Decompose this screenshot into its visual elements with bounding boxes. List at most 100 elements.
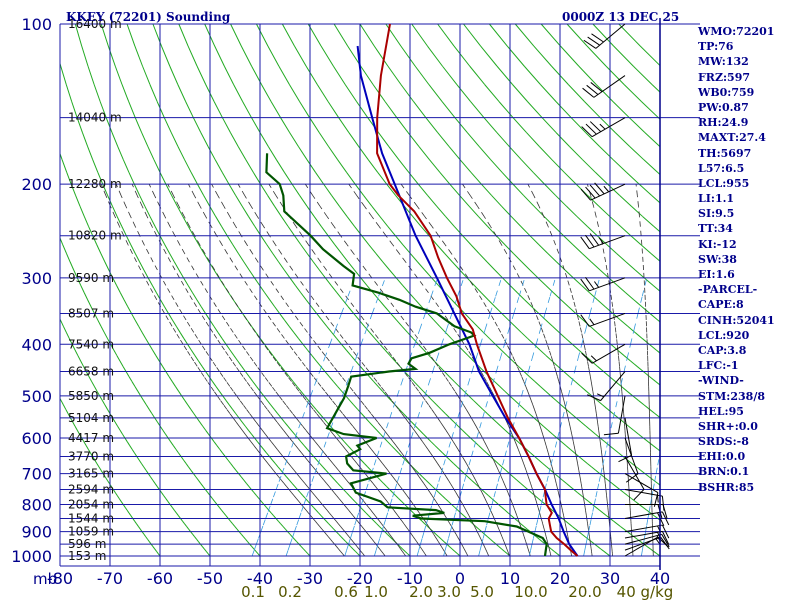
dry-adiabat-line <box>196 417 201 423</box>
moist-adiabat-line <box>339 441 343 446</box>
dry-adiabat-line <box>266 244 274 254</box>
dry-adiabat-line <box>193 413 198 419</box>
moist-adiabat-line <box>564 523 567 527</box>
moist-adiabat-line <box>148 183 155 196</box>
dry-adiabat-line <box>196 65 207 85</box>
dry-adiabat-line <box>119 360 124 367</box>
moist-adiabat-line <box>432 456 436 461</box>
dry-adiabat-line <box>534 381 541 387</box>
mixing-ratio-line <box>637 296 643 314</box>
dry-adiabat-line <box>486 452 491 457</box>
mixing-ratio-line <box>559 417 564 429</box>
dry-adiabat-line <box>180 456 184 461</box>
dry-adiabat-line <box>584 536 589 540</box>
dry-adiabat-line <box>419 429 424 435</box>
moist-adiabat-line <box>280 479 285 484</box>
moist-adiabat-line <box>589 376 592 382</box>
moist-adiabat-line <box>264 376 269 382</box>
moist-adiabat-line <box>591 386 594 392</box>
moist-adiabat-line <box>260 371 265 377</box>
moist-adiabat-line <box>486 381 490 387</box>
moist-adiabat-line <box>518 521 521 524</box>
dry-adiabat-line <box>542 425 549 431</box>
mixing-ratio-line <box>317 456 322 466</box>
dry-adiabat-line <box>327 101 340 118</box>
dry-adiabat-line <box>300 244 308 254</box>
moist-adiabat-line <box>127 244 133 254</box>
moist-adiabat-line <box>224 349 229 356</box>
moist-adiabat-line <box>399 486 403 490</box>
moist-adiabat-line <box>220 344 225 351</box>
dry-adiabat-line <box>417 183 428 196</box>
mixing-ratio-line <box>506 437 511 448</box>
dry-adiabat-line <box>376 476 381 481</box>
dry-adiabat-line <box>304 395 309 401</box>
dry-adiabat-line <box>550 548 555 552</box>
mixing-ratio-line <box>594 277 601 297</box>
temperature-tick-label: -30 <box>297 569 323 588</box>
dry-adiabat-line <box>105 117 113 133</box>
moist-adiabat-line <box>469 195 478 207</box>
dry-adiabat-line <box>478 253 488 263</box>
moist-adiabat-line <box>143 244 150 254</box>
dry-adiabat-line <box>581 285 590 294</box>
dry-adiabat-line <box>171 381 176 387</box>
dry-adiabat-line <box>338 533 342 538</box>
moist-adiabat-line <box>291 381 296 387</box>
moist-adiabat-line <box>551 466 554 471</box>
dry-adiabat-line <box>498 546 503 550</box>
dry-adiabat-line <box>439 325 446 333</box>
dry-adiabat-line <box>418 146 430 161</box>
moist-adiabat-line <box>426 523 429 527</box>
dry-adiabat-line <box>487 536 491 540</box>
moist-adiabat-line <box>270 466 274 471</box>
dry-adiabat-line <box>213 101 223 118</box>
dry-adiabat-line <box>618 452 624 457</box>
dry-adiabat-line <box>476 325 484 333</box>
moist-adiabat-line <box>325 533 329 537</box>
moist-adiabat-line <box>467 277 474 286</box>
chart-title: KKEY (72201) Sounding <box>66 10 231 24</box>
moist-adiabat-line <box>280 253 288 263</box>
dry-adiabat-line <box>234 526 238 530</box>
dry-adiabat-line <box>165 498 169 502</box>
moist-adiabat-line <box>521 376 525 382</box>
moist-adiabat-line <box>270 441 275 446</box>
dry-adiabat-line <box>302 343 308 351</box>
moist-adiabat-line <box>365 269 373 279</box>
moist-adiabat-line <box>293 313 299 321</box>
mixing-ratio-line <box>400 371 406 385</box>
moist-adiabat-line <box>411 269 418 279</box>
dry-adiabat-line <box>521 159 534 173</box>
dry-adiabat-line <box>618 23 641 47</box>
dry-adiabat-line <box>184 400 189 406</box>
moist-adiabat-line <box>384 466 389 471</box>
dry-adiabat-line <box>279 313 285 321</box>
moist-adiabat-line <box>350 538 354 542</box>
dry-adiabat-line <box>436 205 446 217</box>
moist-adiabat-line <box>288 344 294 351</box>
mixing-ratio-line <box>291 437 296 448</box>
dry-adiabat-line <box>599 269 610 279</box>
dry-adiabat-line <box>375 253 384 263</box>
dry-adiabat-line <box>477 404 484 410</box>
moist-adiabat-line <box>498 470 501 474</box>
dry-adiabat-line <box>539 386 546 392</box>
moist-adiabat-line <box>136 261 142 271</box>
moist-adiabat-line <box>408 195 418 207</box>
dry-adiabat-line <box>159 425 164 431</box>
dry-adiabat-line <box>141 332 147 339</box>
dry-adiabat-line <box>570 117 587 133</box>
dry-adiabat-line <box>430 441 436 446</box>
dry-adiabat-line <box>537 277 547 286</box>
dry-adiabat-line <box>175 448 179 454</box>
moist-adiabat-line <box>313 299 320 307</box>
moist-adiabat-line <box>298 390 303 397</box>
mixing-ratio-line <box>571 371 576 385</box>
dry-adiabat-line <box>569 146 584 161</box>
dry-adiabat-line <box>512 360 519 367</box>
moist-adiabat-line <box>595 409 597 414</box>
moist-adiabat-line <box>314 253 321 263</box>
dry-adiabat-line <box>372 292 380 301</box>
